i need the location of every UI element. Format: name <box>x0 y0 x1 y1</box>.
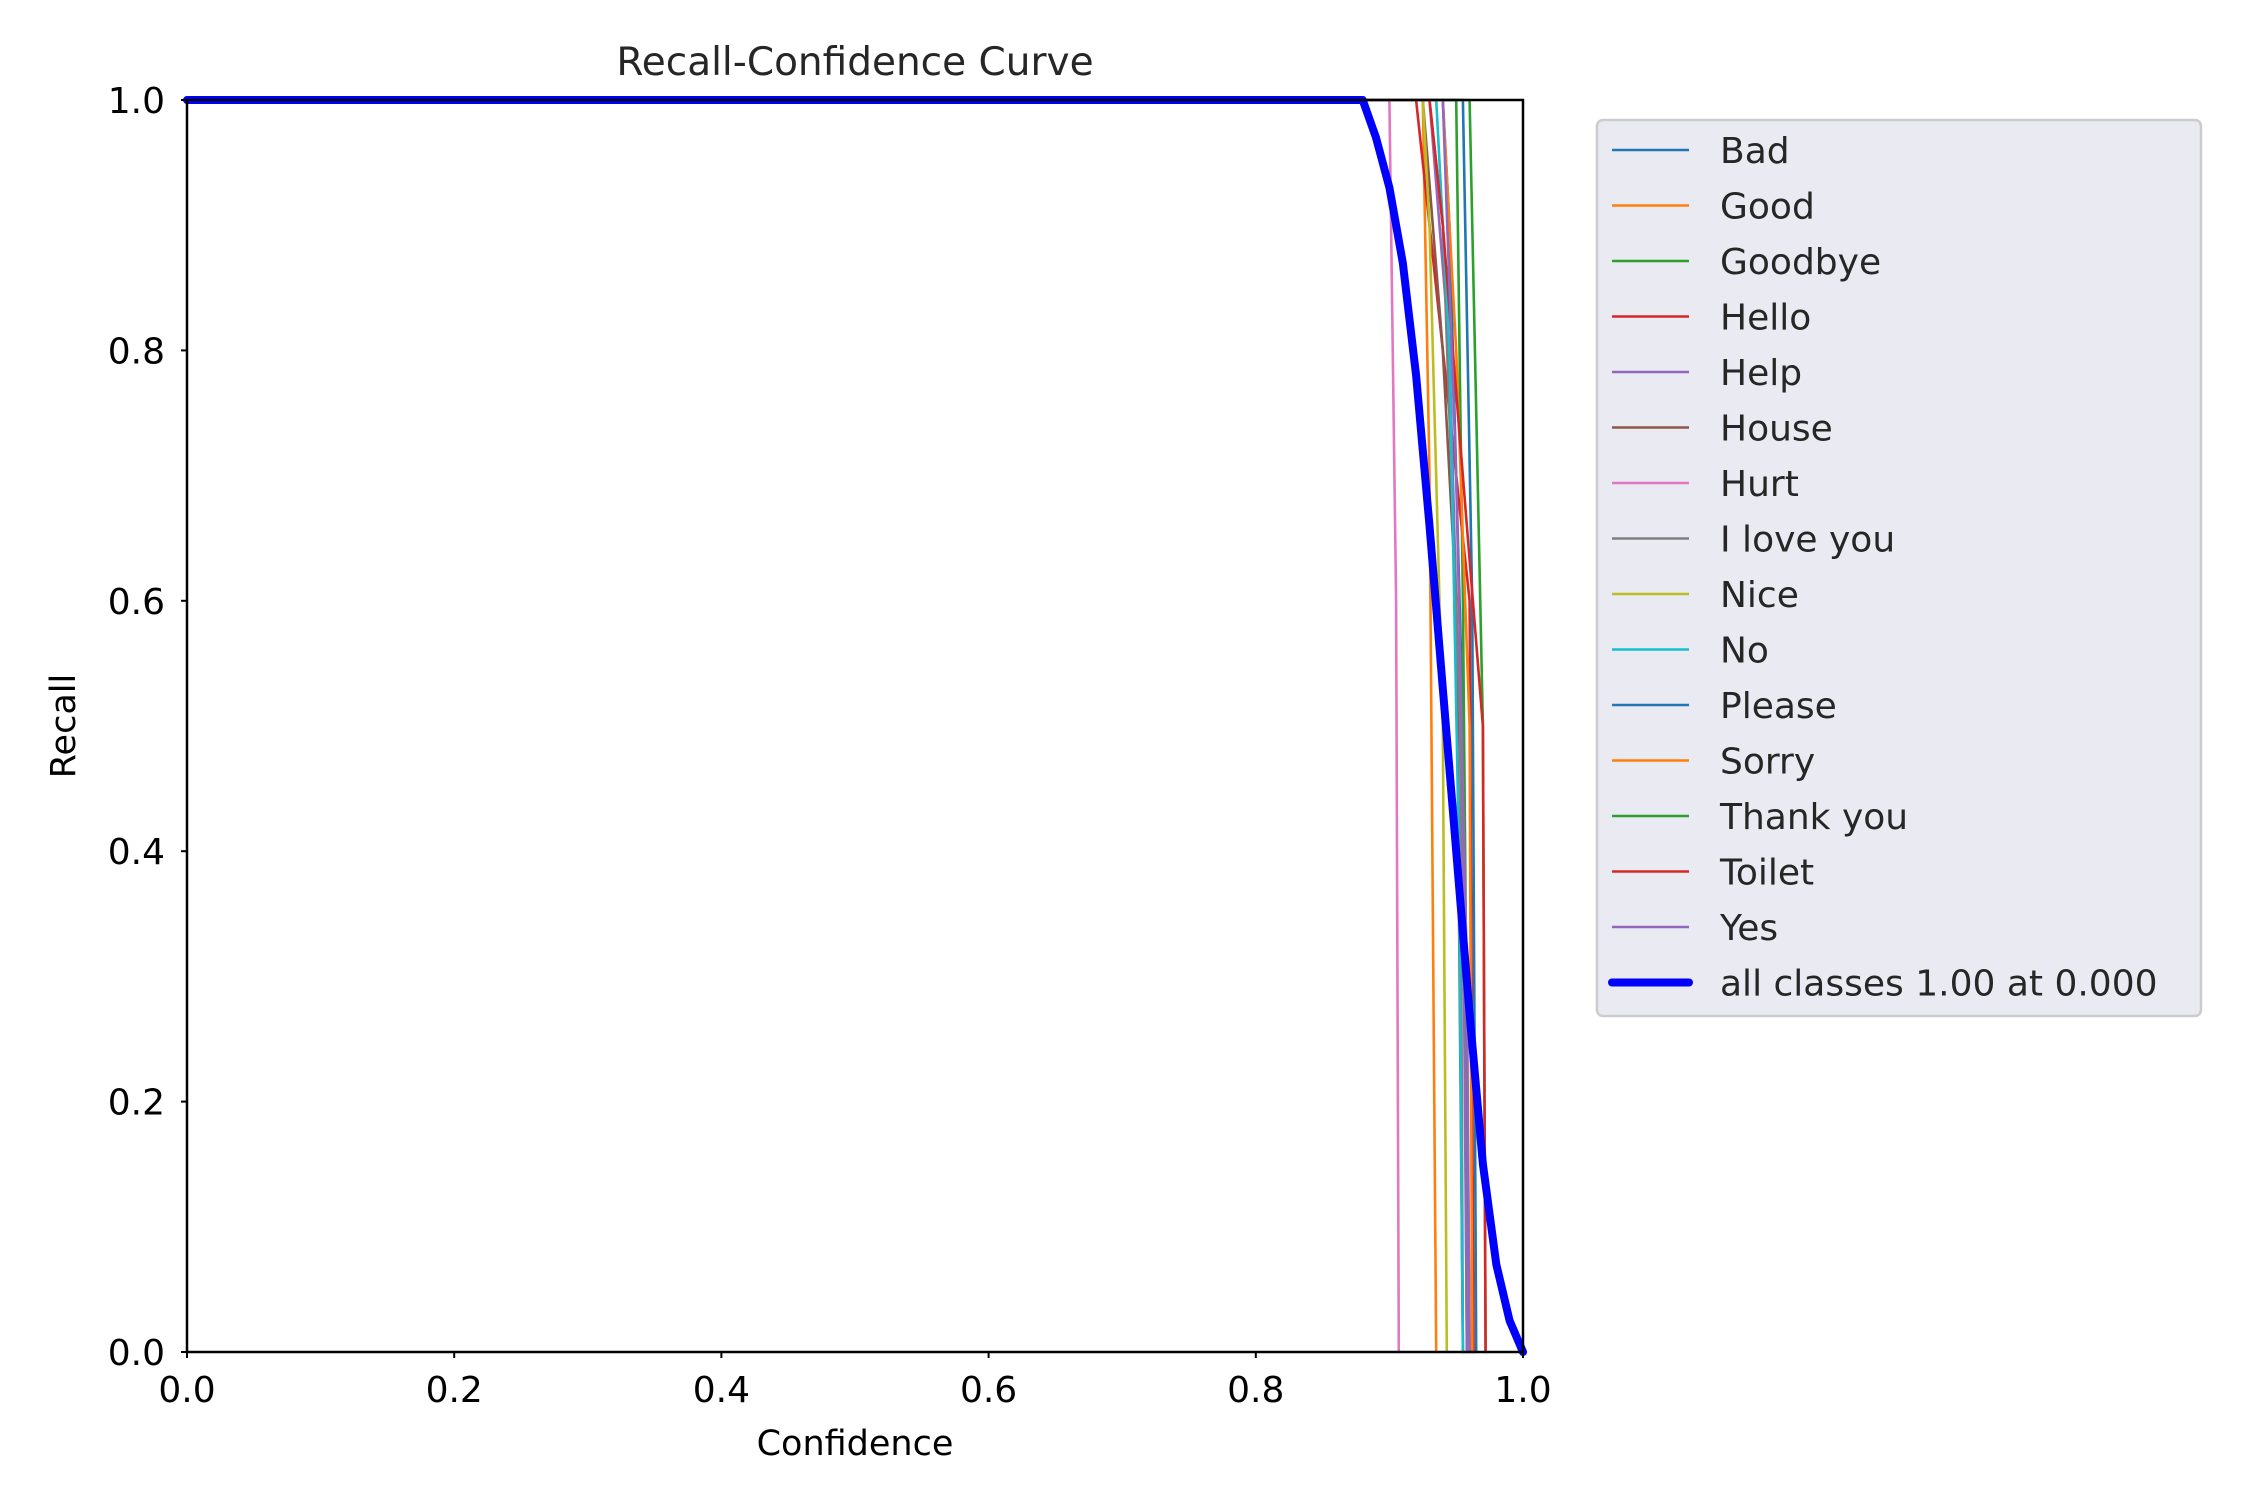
legend-box <box>1595 118 2203 1018</box>
y-tick-label: 0.0 <box>108 1333 165 1374</box>
legend-label-8: Nice <box>1720 575 1799 616</box>
legend-label-0: Bad <box>1720 131 1790 172</box>
legend-label-12: Thank you <box>1719 797 1908 838</box>
series-line-15 <box>183 96 1527 1356</box>
legend-label-2: Goodbye <box>1720 242 1881 283</box>
legend-label-14: Yes <box>1719 908 1778 949</box>
y-tick-label: 0.6 <box>108 582 165 623</box>
legend-label-5: House <box>1720 409 1833 450</box>
x-tick-label: 0.2 <box>426 1370 483 1411</box>
legend-label-10: Please <box>1720 686 1837 727</box>
legend-label-9: No <box>1720 631 1769 672</box>
y-tick-label: 0.4 <box>108 832 165 873</box>
x-tick-label: 0.8 <box>1227 1370 1284 1411</box>
y-tick-label: 1.0 <box>108 81 165 122</box>
y-axis-label: Recall <box>44 674 84 778</box>
legend-label-13: Toilet <box>1719 853 1814 894</box>
chart-title: Recall-Confidence Curve <box>616 40 1093 85</box>
plot-area <box>187 100 1523 1352</box>
x-axis-ticks: 0.0 0.2 0.4 0.6 0.8 1.0 <box>158 1352 1552 1411</box>
legend-label-1: Good <box>1720 187 1815 228</box>
y-tick-label: 0.8 <box>108 331 165 372</box>
x-axis-label: Confidence <box>757 1424 954 1464</box>
legend-label-15: all classes 1.00 at 0.000 <box>1720 964 2158 1005</box>
legend-label-4: Help <box>1720 353 1802 394</box>
x-tick-label: 0.0 <box>158 1370 215 1411</box>
legend-label-6: Hurt <box>1720 464 1799 505</box>
legend-label-7: I love you <box>1720 520 1895 561</box>
y-axis-ticks: 0.0 0.2 0.4 0.6 0.8 1.0 <box>108 81 187 1374</box>
legend: Bad Good Goodbye Hello Help House Hurt I love y… <box>1595 118 2203 1018</box>
x-tick-label: 1.0 <box>1494 1370 1551 1411</box>
plot-frame <box>185 98 1525 1354</box>
x-tick-label: 0.4 <box>693 1370 750 1411</box>
x-tick-label: 0.6 <box>960 1370 1017 1411</box>
y-tick-label: 0.2 <box>108 1083 165 1124</box>
legend-label-3: Hello <box>1720 298 1811 339</box>
legend-label-11: Sorry <box>1720 742 1815 783</box>
